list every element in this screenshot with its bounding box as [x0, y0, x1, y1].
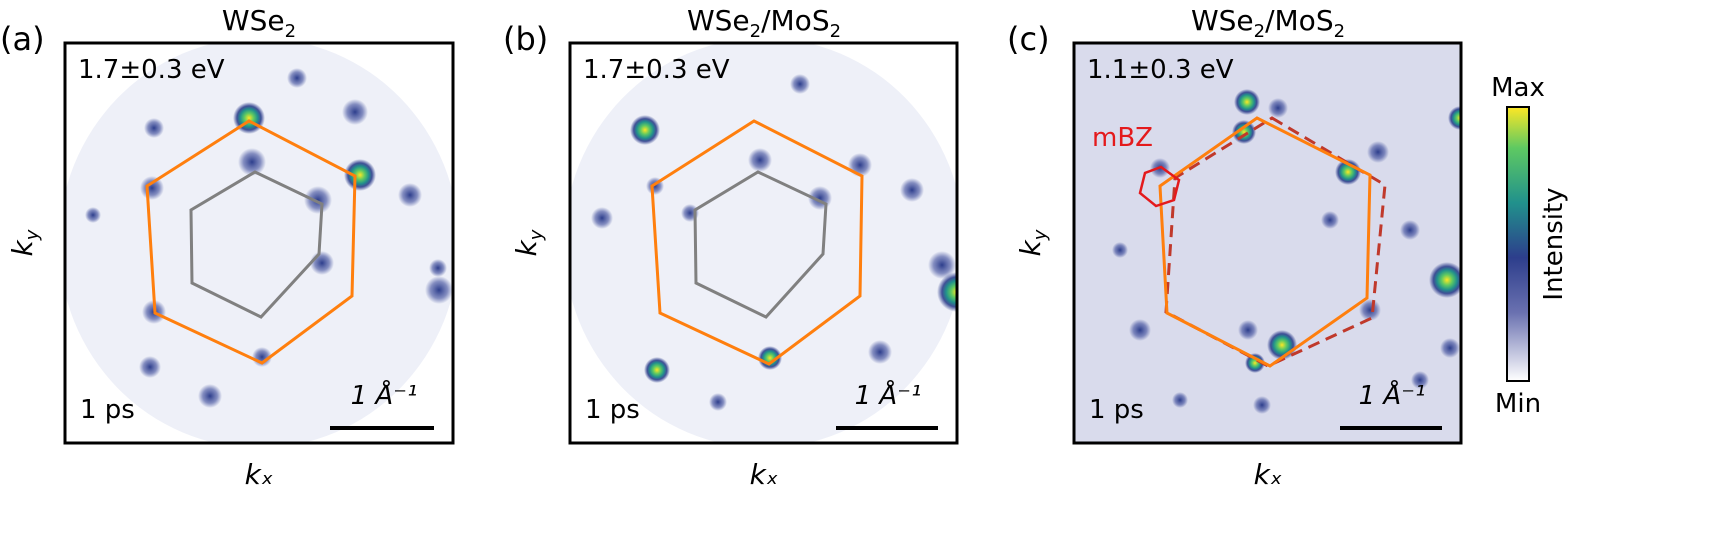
panel-a-y-axis-label: ky [6, 229, 43, 256]
panel-b-frame [568, 41, 959, 445]
panel-a-x-axis-label: kₓ [245, 458, 274, 491]
panel-c-mbz-label: mBZ [1092, 123, 1153, 153]
panel-c-x-axis-label: kₓ [1254, 458, 1283, 491]
panel-b-spots [591, 74, 956, 411]
panel-c-energy-range: 1.1±0.3 eV [1087, 55, 1234, 85]
colorbar-max-label: Max [1491, 73, 1545, 103]
panel-b-outer-brillouin-zone [650, 119, 864, 366]
panel-a-delay-time: 1 ps [80, 395, 135, 425]
panel-a-inner-brillouin-zone [189, 170, 324, 319]
panel-c-map [1075, 44, 1460, 442]
colorbar-intensity-label: Intensity [1539, 187, 1569, 300]
panel-c-scale-label: 1 Å⁻¹ [1359, 379, 1426, 411]
panel-a-letter: (a) [0, 20, 45, 58]
panel-b-delay-time: 1 ps [585, 395, 640, 425]
panel-c-y-axis-label: ky [1014, 229, 1051, 256]
panel-b-x-axis-label: kₓ [750, 458, 779, 491]
panel-c-frame [1072, 41, 1463, 445]
panel-b-inner-brillouin-zone [693, 170, 828, 319]
panel-c-title: WSe2/MoS2 [1191, 4, 1345, 42]
panel-a-frame [63, 41, 455, 445]
colorbar: Max Min Intensity [1491, 73, 1569, 419]
panel-c-outer-brillouin-zone [1158, 116, 1372, 368]
panel-a-map [66, 44, 452, 442]
panel-a-energy-range: 1.7±0.3 eV [78, 55, 225, 85]
panel-b-map [571, 44, 956, 442]
panel-a: (a) WSe2 [0, 4, 455, 491]
panel-b-scale-label: 1 Å⁻¹ [855, 379, 922, 411]
panel-b: (b) WSe2/MoS2 [503, 4, 959, 491]
panel-b-title: WSe2/MoS2 [687, 4, 841, 42]
panel-a-scale-label: 1 Å⁻¹ [351, 379, 418, 411]
panel-a-outer-brillouin-zone [145, 119, 357, 365]
colorbar-min-label: Min [1495, 389, 1541, 419]
colorbar-gradient [1506, 106, 1530, 382]
panel-b-letter: (b) [503, 20, 548, 58]
panel-a-title: WSe2 [222, 4, 296, 42]
panel-c-spots [1112, 89, 1460, 414]
panel-c-mbz-hexagon [1138, 165, 1181, 208]
panel-c-letter: (c) [1007, 20, 1050, 58]
panel-c-delay-time: 1 ps [1089, 395, 1144, 425]
panel-b-y-axis-label: ky [510, 229, 547, 256]
panel-b-energy-range: 1.7±0.3 eV [583, 55, 730, 85]
panel-c: (c) WSe2/MoS2 [1007, 4, 1463, 491]
